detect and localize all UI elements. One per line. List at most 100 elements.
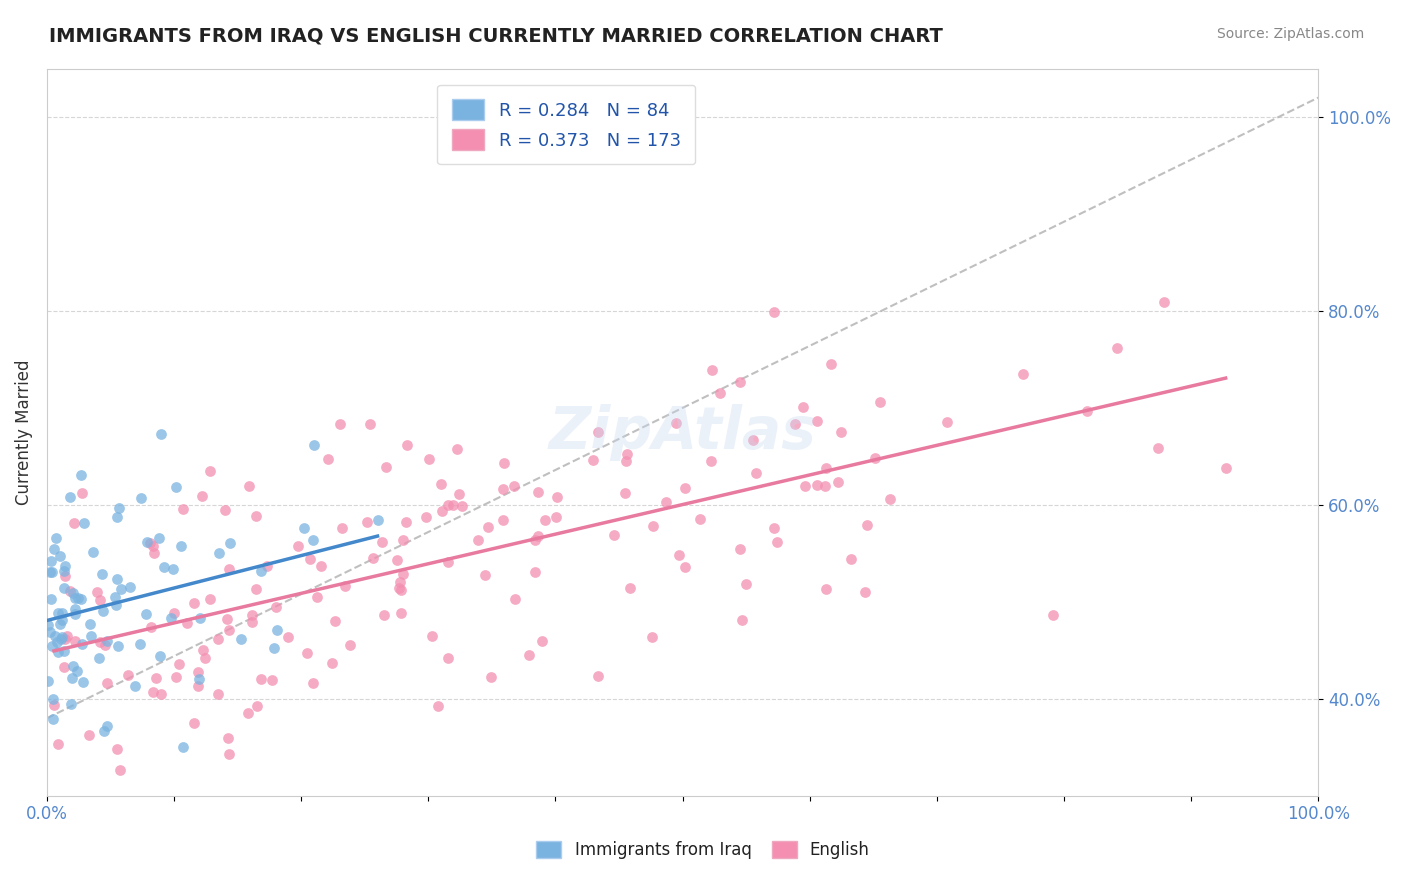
Point: [318, 452, 340, 467]
Point: [187, 679, 209, 693]
Point: [616, 447, 638, 461]
Point: [153, 560, 176, 574]
Point: [159, 611, 181, 625]
Point: [709, 386, 731, 401]
Point: [503, 479, 526, 493]
Point: [307, 591, 329, 605]
Point: [91, 604, 114, 618]
Point: [287, 539, 309, 553]
Point: [815, 460, 838, 475]
Point: [62, 586, 84, 600]
Point: [42, 712, 65, 726]
Point: [218, 561, 240, 575]
Point: [52, 564, 75, 578]
Point: [72, 675, 94, 690]
Point: [302, 437, 325, 451]
Point: [814, 479, 837, 493]
Point: [242, 607, 264, 622]
Point: [63, 634, 86, 648]
Point: [44, 628, 66, 642]
Point: [136, 534, 159, 549]
Point: [51, 630, 73, 644]
Point: [245, 509, 267, 524]
Point: [263, 640, 285, 655]
Point: [42, 698, 65, 713]
Point: [142, 685, 165, 699]
Point: [148, 531, 170, 545]
Point: [70, 637, 93, 651]
Point: [266, 623, 288, 637]
Point: [118, 580, 141, 594]
Point: [73, 516, 96, 531]
Point: [37, 673, 59, 688]
Point: [375, 460, 398, 475]
Point: [389, 574, 412, 589]
Point: [762, 521, 785, 535]
Point: [117, 668, 139, 682]
Point: [359, 417, 381, 431]
Point: [162, 562, 184, 576]
Point: [936, 415, 959, 429]
Point: [198, 464, 221, 478]
Point: [619, 581, 641, 595]
Point: [208, 546, 231, 560]
Point: [142, 546, 165, 560]
Point: [183, 716, 205, 731]
Point: [110, 582, 132, 597]
Point: [418, 452, 440, 467]
Point: [129, 638, 152, 652]
Point: [89, 592, 111, 607]
Point: [60, 698, 83, 712]
Point: [66, 665, 89, 679]
Point: [492, 456, 515, 470]
Point: [104, 590, 127, 604]
Point: [139, 536, 162, 550]
Text: ZipAtlas: ZipAtlas: [548, 404, 817, 460]
Point: [815, 582, 838, 597]
Point: [46, 738, 69, 752]
Point: [806, 478, 828, 492]
Point: [42, 541, 65, 556]
Point: [467, 533, 489, 548]
Point: [655, 495, 678, 509]
Point: [1076, 404, 1098, 418]
Point: [668, 548, 690, 562]
Point: [367, 513, 389, 527]
Point: [741, 433, 763, 447]
Point: [830, 425, 852, 439]
Point: [277, 631, 299, 645]
Point: [45, 634, 67, 648]
Point: [41, 591, 63, 606]
Point: [145, 671, 167, 685]
Point: [879, 492, 901, 507]
Point: [1042, 607, 1064, 622]
Point: [107, 639, 129, 653]
Point: [477, 520, 499, 534]
Point: [446, 442, 468, 457]
Point: [238, 706, 260, 720]
Point: [321, 657, 343, 671]
Point: [673, 560, 696, 574]
Point: [385, 552, 408, 566]
Point: [60, 671, 83, 685]
Point: [187, 665, 209, 680]
Point: [527, 529, 550, 543]
Point: [172, 740, 194, 755]
Point: [70, 486, 93, 500]
Point: [217, 731, 239, 745]
Point: [69, 591, 91, 606]
Point: [730, 376, 752, 390]
Point: [785, 417, 807, 431]
Point: [745, 467, 768, 481]
Point: [96, 719, 118, 733]
Point: [853, 584, 876, 599]
Point: [59, 491, 82, 505]
Point: [586, 669, 609, 683]
Point: [474, 568, 496, 582]
Point: [292, 520, 315, 534]
Point: [264, 599, 287, 614]
Point: [91, 805, 114, 820]
Point: [59, 584, 82, 599]
Point: [856, 517, 879, 532]
Point: [217, 612, 239, 626]
